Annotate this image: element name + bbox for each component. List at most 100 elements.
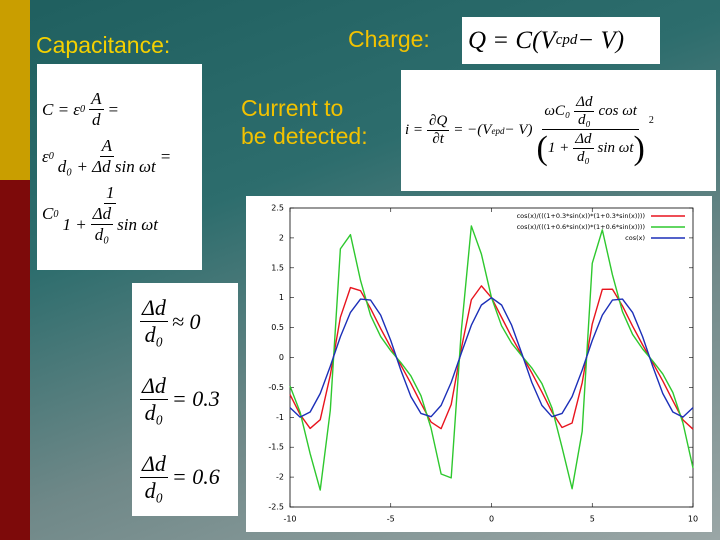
y-tick-label: 1.5 bbox=[271, 263, 284, 272]
y-tick-label: -2.5 bbox=[268, 503, 284, 512]
formula-sub: epd bbox=[491, 125, 505, 136]
y-tick-label: -1.5 bbox=[268, 443, 284, 452]
charge-formula: Q = C(V cpd − V) bbox=[462, 17, 660, 64]
fraction: Δd d₀ bbox=[573, 131, 594, 166]
x-tick-label: 5 bbox=[590, 515, 595, 524]
y-tick-label: 0 bbox=[279, 353, 284, 362]
x-tick-label: -10 bbox=[283, 515, 296, 524]
fraction: Δd d₀ bbox=[140, 295, 168, 348]
fraction: Δd d₀ bbox=[574, 93, 595, 129]
formula-sub: 0 bbox=[80, 104, 86, 115]
y-tick-label: -2 bbox=[276, 473, 284, 482]
accent-bar bbox=[0, 0, 30, 180]
denominator: 1 + Δd d₀ sin ωt bbox=[62, 204, 158, 245]
denominator: d₀ + Δd sin ωt bbox=[57, 157, 156, 176]
formula-row: Δd d₀ ≈ 0 bbox=[136, 295, 238, 348]
formula-sub: 0 bbox=[53, 208, 59, 220]
numerator: Δd bbox=[140, 372, 168, 400]
y-tick-label: -0.5 bbox=[268, 383, 284, 392]
numerator: 1 bbox=[103, 183, 117, 204]
legend-label: cos(x)/(((1+0.6*sin(x))*(1+0.6*sin(x)))) bbox=[517, 223, 645, 231]
denominator: ∂t bbox=[432, 131, 444, 147]
plot-background bbox=[246, 196, 712, 532]
numerator: ∂Q bbox=[427, 113, 450, 131]
formula-text: = 0.3 bbox=[171, 386, 220, 412]
formula-sub: 0 bbox=[48, 151, 54, 162]
formula-text: C bbox=[42, 204, 54, 223]
numerator: Δd bbox=[573, 131, 594, 149]
formula-text: ωC₀ bbox=[544, 102, 571, 119]
denominator: (1 + Δd d₀ sin ωt) bbox=[536, 130, 644, 168]
fraction: Δd d₀ bbox=[140, 373, 168, 426]
formula-text: = −(V bbox=[453, 122, 492, 138]
fraction: ωC₀ Δd d₀ cos ωt(1 + Δd d₀ sin ωt) bbox=[536, 94, 644, 168]
formula-text: ≈ 0 bbox=[171, 308, 201, 334]
formula-text: − V) bbox=[504, 122, 533, 138]
formula-text: i = bbox=[405, 122, 424, 138]
numerator: Δd bbox=[574, 93, 595, 112]
accent-bar bbox=[0, 180, 30, 540]
formula-text: = bbox=[159, 146, 172, 166]
denominator: d₀ bbox=[144, 322, 164, 348]
denominator: d₀ bbox=[94, 225, 110, 244]
formula-text: sin ωt bbox=[117, 214, 158, 234]
current-label-line: Current to bbox=[241, 95, 344, 121]
numerator: ωC₀ Δd d₀ cos ωt bbox=[542, 94, 639, 130]
denominator: d₀ bbox=[576, 149, 590, 165]
formula-text: Q = C(V bbox=[468, 26, 556, 54]
formula-text: sin ωt bbox=[597, 140, 634, 156]
current-formula: i = ∂Q ∂t = −(V epd − V) ωC₀ Δd d₀ cos ωt(1 + Δd… bbox=[401, 70, 716, 191]
formula-text: = bbox=[107, 99, 119, 119]
series-line bbox=[289, 297, 694, 418]
numerator: A bbox=[99, 136, 114, 157]
formula-row: Δd d₀ = 0.6 bbox=[136, 451, 238, 504]
ratio-formula: Δd d₀ ≈ 0 Δd d₀ = 0.3 Δd d₀ = 0.6 bbox=[132, 283, 238, 516]
denominator: d₀ bbox=[144, 399, 164, 425]
numerator: A bbox=[89, 89, 104, 110]
fraction: Δd d₀ bbox=[140, 451, 168, 504]
denominator: d₀ bbox=[144, 477, 164, 503]
numerator: Δd bbox=[140, 295, 168, 323]
x-tick-label: -5 bbox=[387, 515, 395, 524]
y-tick-label: 1 bbox=[279, 293, 284, 302]
formula-row: Q = C(V cpd − V) bbox=[468, 27, 660, 55]
y-tick-label: 2.5 bbox=[271, 204, 284, 213]
formula-text: C = ε bbox=[42, 99, 81, 119]
legend-label: cos(x) bbox=[625, 234, 645, 242]
capacitance-label: Capacitance: bbox=[36, 32, 171, 58]
x-tick-label: 10 bbox=[688, 515, 698, 524]
denominator: d₀ bbox=[577, 111, 591, 128]
y-tick-label: 2 bbox=[279, 233, 284, 242]
denominator: d bbox=[92, 110, 101, 129]
formula-sub: cpd bbox=[555, 32, 578, 48]
formula-text: − V) bbox=[577, 26, 625, 54]
charge-label: Charge: bbox=[348, 26, 430, 52]
formula-row: i = ∂Q ∂t = −(V epd − V) ωC₀ Δd d₀ cos ωt(1 + Δd… bbox=[405, 94, 716, 168]
formula-text: 1 + bbox=[62, 214, 87, 234]
x-tick-label: 0 bbox=[489, 515, 494, 524]
current-label: Current to be detected: bbox=[241, 94, 368, 150]
formula-row: Δd d₀ = 0.3 bbox=[136, 373, 238, 426]
formula-text: ε bbox=[42, 146, 49, 166]
formula-text: = 0.6 bbox=[171, 464, 220, 490]
numerator: Δd bbox=[140, 450, 168, 478]
numerator: Δd bbox=[90, 204, 114, 225]
formula-text: cos ωt bbox=[598, 102, 637, 119]
paren: ( bbox=[536, 129, 548, 167]
formula-text: 1 + bbox=[547, 140, 570, 156]
fraction: ∂Q ∂t bbox=[427, 113, 450, 148]
paren: ) bbox=[633, 129, 645, 167]
formula-sup: 2 bbox=[648, 115, 654, 126]
current-label-line: be detected: bbox=[241, 123, 368, 149]
fraction: Δd d₀ bbox=[90, 204, 114, 245]
y-tick-label: -1 bbox=[276, 413, 284, 422]
y-tick-label: 0.5 bbox=[271, 323, 284, 332]
legend-label: cos(x)/(((1+0.3*sin(x))*(1+0.3*sin(x)))) bbox=[517, 212, 645, 220]
